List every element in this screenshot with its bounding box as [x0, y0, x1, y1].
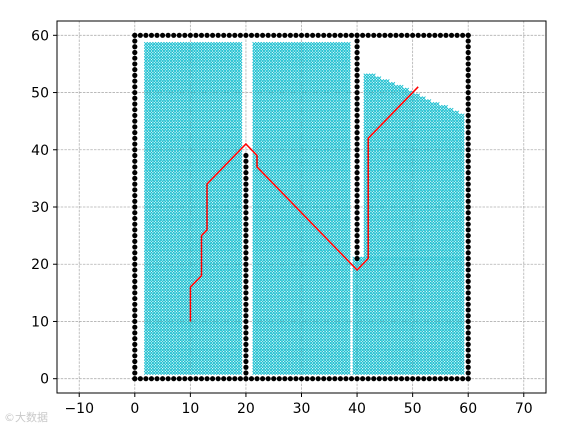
explored-cells-layer [143, 41, 465, 375]
